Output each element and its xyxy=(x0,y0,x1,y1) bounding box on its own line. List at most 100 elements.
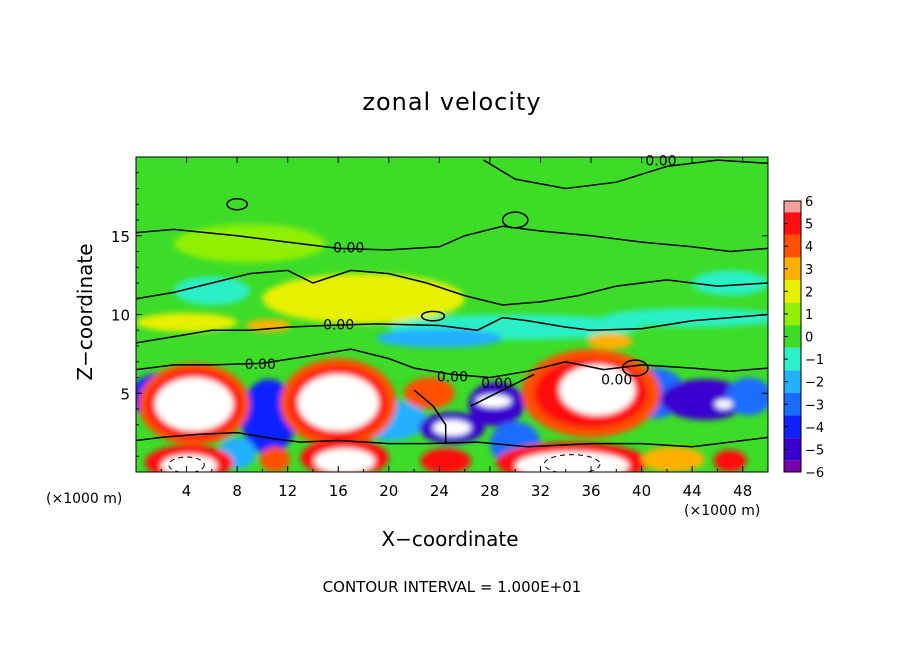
field-blob-33 xyxy=(515,451,629,472)
colorbar-tick-label: −1 xyxy=(805,353,824,368)
colorbar-swatch xyxy=(784,438,801,461)
contour-loop-0 xyxy=(226,197,248,211)
field-blob-38 xyxy=(259,446,291,472)
field-blob-43 xyxy=(476,394,512,408)
y-tick-label: 15 xyxy=(111,228,130,246)
colorbar-swatch xyxy=(784,325,801,348)
contour-loop-1 xyxy=(501,211,529,229)
field-blob-5 xyxy=(376,328,503,348)
contour-label-0: 0.00 xyxy=(645,154,676,170)
dashed-contour-0 xyxy=(168,456,205,472)
contour-labels: 0.00 0.00 0.00 0.00 0.00 0.00 0.00 xyxy=(245,154,677,392)
zero-contours xyxy=(136,159,768,472)
field-blob-42 xyxy=(433,420,471,436)
colorbar-tick-label: 0 xyxy=(805,331,813,346)
x-tick-label: 20 xyxy=(379,482,398,500)
colorbar-swatch xyxy=(784,234,801,258)
field-blob-27 xyxy=(297,374,379,432)
velocity-field xyxy=(136,157,768,472)
zero-contour-0 xyxy=(483,159,768,190)
x-tick-label: 48 xyxy=(733,482,752,500)
field-blob-8 xyxy=(587,333,633,350)
colorbar-tick-label: −3 xyxy=(805,398,824,413)
x-axis-ticks: 4 8 12 16 20 24 28 32 36 40 44 48 xyxy=(160,157,752,500)
zero-contour-2 xyxy=(136,269,768,306)
zero-contour-3 xyxy=(136,313,768,344)
field-blob-41 xyxy=(713,449,747,472)
y-tick-label: 5 xyxy=(120,385,130,403)
field-blob-0 xyxy=(136,161,768,232)
field-blob-39 xyxy=(420,448,471,472)
colorbar-swatch xyxy=(784,370,801,393)
contour-label-3: 0.00 xyxy=(245,357,276,373)
y-axis-label: Z−coordinate xyxy=(73,243,97,381)
colorbar-tick-label: 1 xyxy=(805,308,813,323)
field-blob-6 xyxy=(136,312,238,332)
contour-label-2: 0.00 xyxy=(323,318,354,334)
colorbar-swatch xyxy=(784,201,801,213)
field-blob-40 xyxy=(641,446,705,472)
chart-title: zonal velocity xyxy=(362,88,542,116)
dashed-contour-1 xyxy=(543,454,601,472)
x-tick-label: 44 xyxy=(683,482,702,500)
x-tick-label: 40 xyxy=(632,482,651,500)
colorbar-tick-label: 3 xyxy=(805,263,813,278)
zero-contour-6 xyxy=(413,389,447,444)
colorbar-tick-label: −4 xyxy=(805,421,824,436)
contour-label-4: 0.00 xyxy=(437,370,468,386)
field-blob-10 xyxy=(692,270,768,296)
colorbar-swatch xyxy=(784,257,801,281)
colorbar-swatch xyxy=(784,415,801,439)
field-blob-18 xyxy=(660,379,750,421)
contour-label-6: 0.00 xyxy=(601,373,632,389)
colorbar: 6 5 4 3 2 1 0 −1 −2 −3 −4 −5 −6 xyxy=(783,195,824,481)
colorbar-swatch xyxy=(784,280,801,303)
field-blob-44 xyxy=(714,399,733,409)
colorbar-swatch xyxy=(784,347,801,371)
field-blob-9 xyxy=(603,308,768,328)
x-tick-label: 8 xyxy=(232,482,242,500)
contour-loop-2 xyxy=(621,359,649,377)
field-blobs xyxy=(136,161,768,472)
x-tick-label: 28 xyxy=(480,482,499,500)
x-tick-label: 36 xyxy=(581,482,600,500)
contour-loop-3 xyxy=(420,310,446,322)
colorbar-tick-label: 5 xyxy=(805,218,813,233)
x-tick-label: 4 xyxy=(182,482,192,500)
colorbar-swatch xyxy=(784,460,801,472)
colorbar-swatch xyxy=(784,392,801,416)
colorbar-tick-label: −5 xyxy=(805,443,824,458)
colorbar-tick-label: −6 xyxy=(805,466,824,481)
zero-contour-5 xyxy=(136,431,768,448)
field-blob-3 xyxy=(173,224,326,263)
x-tick-label: 24 xyxy=(430,482,449,500)
x-axis-unit-left: (×1000 m) xyxy=(46,491,123,507)
colorbar-tick-label: −2 xyxy=(805,376,824,391)
field-blob-7 xyxy=(245,319,292,332)
x-tick-label: 32 xyxy=(531,482,550,500)
zero-contour-1 xyxy=(136,225,768,253)
x-tick-label: 12 xyxy=(278,482,297,500)
zero-contour-7 xyxy=(470,373,535,407)
field-blob-19 xyxy=(726,377,768,416)
field-blob-35 xyxy=(314,448,375,472)
field-blob-11 xyxy=(173,276,250,306)
x-axis-label: X−coordinate xyxy=(381,527,519,551)
colorbar-tick-label: 6 xyxy=(805,195,813,210)
field-blob-31 xyxy=(403,377,455,409)
x-tick-label: 16 xyxy=(329,482,348,500)
colorbar-tick-label: 2 xyxy=(805,285,813,300)
field-blob-37 xyxy=(161,454,217,472)
field-blob-30 xyxy=(559,364,636,416)
contour-label-5: 0.00 xyxy=(481,376,512,392)
colorbar-tick-label: 4 xyxy=(805,240,813,255)
y-axis-ticks: 5 10 15 xyxy=(111,172,768,457)
contour-label-1: 0.00 xyxy=(333,240,364,256)
contour-interval-note: CONTOUR INTERVAL = 1.000E+01 xyxy=(322,578,582,596)
x-axis-unit-right: (×1000 m) xyxy=(684,503,761,519)
zero-contour-4 xyxy=(136,348,768,379)
y-tick-label: 10 xyxy=(111,307,130,325)
colorbar-swatch xyxy=(784,212,801,235)
colorbar-swatch xyxy=(784,302,801,326)
